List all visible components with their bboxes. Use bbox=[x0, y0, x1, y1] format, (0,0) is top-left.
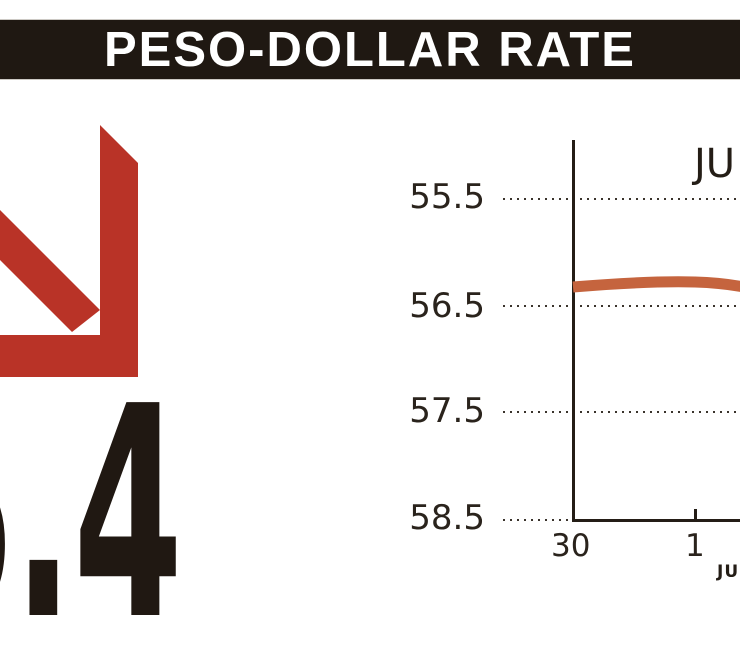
headline-value: 56.4 bbox=[0, 345, 183, 660]
x-axis-line bbox=[572, 519, 740, 522]
y-tick-label-56-5: 56.5 bbox=[409, 286, 485, 326]
y-axis-line bbox=[572, 140, 575, 521]
chart-title: JU bbox=[694, 141, 736, 187]
rate-line-series bbox=[572, 276, 740, 293]
arrow-down-right-icon bbox=[0, 125, 138, 377]
x-tick-label-30: 30 bbox=[551, 528, 591, 564]
gridline-55-5 bbox=[503, 198, 740, 200]
page-title: PESO-DOLLAR RATE bbox=[104, 22, 636, 77]
gridline-57-5 bbox=[503, 411, 740, 413]
x-axis-month-label: JU bbox=[717, 562, 740, 582]
gridline-56-5 bbox=[503, 305, 740, 307]
x-axis-tick-jul-1 bbox=[694, 509, 697, 519]
header-bar: PESO-DOLLAR RATE bbox=[0, 19, 740, 80]
arrow-shaft bbox=[0, 210, 100, 332]
y-tick-label-55-5: 55.5 bbox=[409, 177, 485, 217]
y-tick-label-57-5: 57.5 bbox=[409, 391, 485, 431]
x-tick-label-1: 1 bbox=[685, 528, 705, 564]
y-tick-label-58-5: 58.5 bbox=[409, 498, 485, 538]
gridline-58-5 bbox=[503, 519, 573, 521]
arrow-head-bracket bbox=[0, 125, 138, 377]
